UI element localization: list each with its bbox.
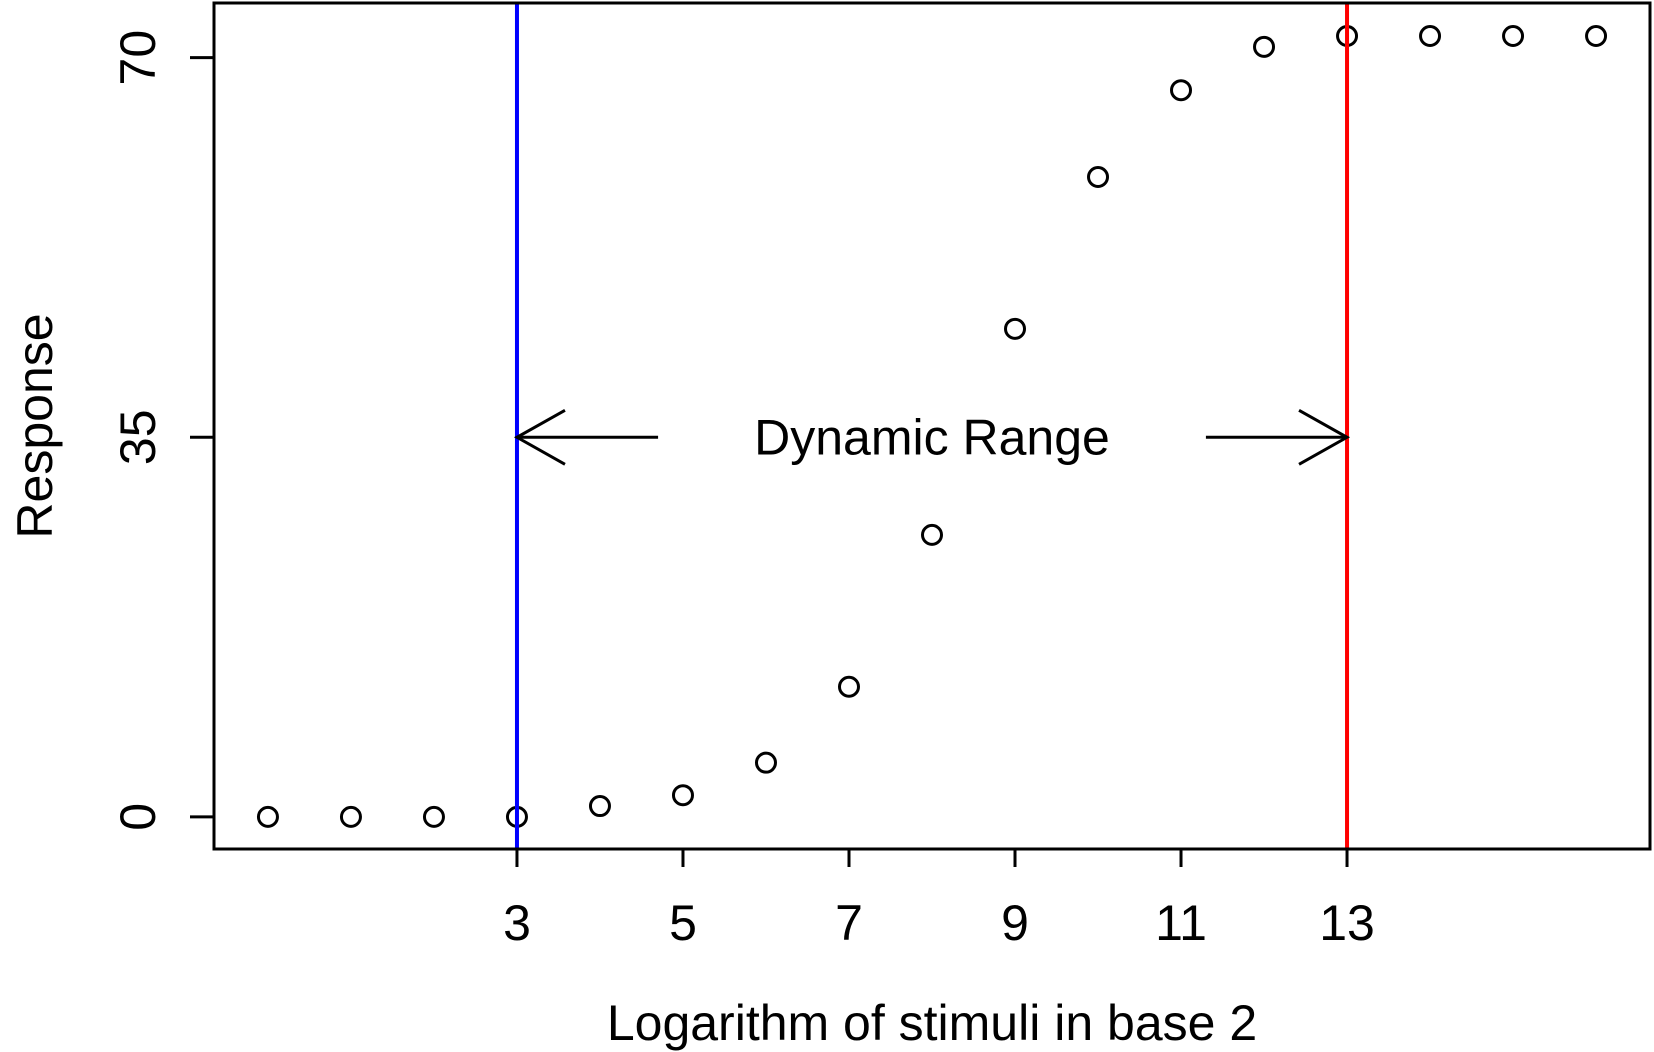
- x-tick-label: 9: [1001, 895, 1029, 951]
- data-point: [1419, 24, 1442, 47]
- range-boundary-lines: [514, 3, 1350, 849]
- y-tick-label: 0: [110, 803, 166, 831]
- data-point: [1170, 79, 1193, 102]
- data-point: [1253, 35, 1276, 58]
- data-point: [422, 805, 445, 828]
- data-point: [754, 751, 777, 774]
- data-point: [1502, 24, 1525, 47]
- x-tick-label: 7: [835, 895, 863, 951]
- x-axis: 3 5 7 9 11 13: [503, 847, 1375, 951]
- data-point: [588, 795, 611, 818]
- x-tick-label: 3: [503, 895, 531, 951]
- data-point: [339, 805, 362, 828]
- data-point: [1585, 24, 1608, 47]
- y-tick-label: 70: [110, 30, 166, 86]
- data-point: [256, 805, 279, 828]
- y-axis-label: Response: [7, 313, 63, 538]
- right-arrow-head: [1298, 408, 1351, 466]
- y-tick-label: 35: [110, 409, 166, 465]
- data-point: [1004, 317, 1027, 340]
- data-point: [921, 523, 943, 546]
- dynamic-range-annotation: Dynamic Range: [513, 408, 1351, 466]
- x-axis-label: Logarithm of stimuli in base 2: [607, 995, 1257, 1051]
- data-point: [671, 784, 694, 807]
- data-point: [837, 675, 860, 698]
- data-point: [1087, 165, 1110, 188]
- y-axis: 0 35 70: [110, 30, 216, 831]
- x-tick-label: 5: [669, 895, 697, 951]
- x-tick-label: 11: [1155, 895, 1207, 951]
- x-tick-label: 13: [1319, 895, 1375, 951]
- annotation-label: Dynamic Range: [754, 409, 1110, 465]
- left-arrow-head: [513, 408, 566, 466]
